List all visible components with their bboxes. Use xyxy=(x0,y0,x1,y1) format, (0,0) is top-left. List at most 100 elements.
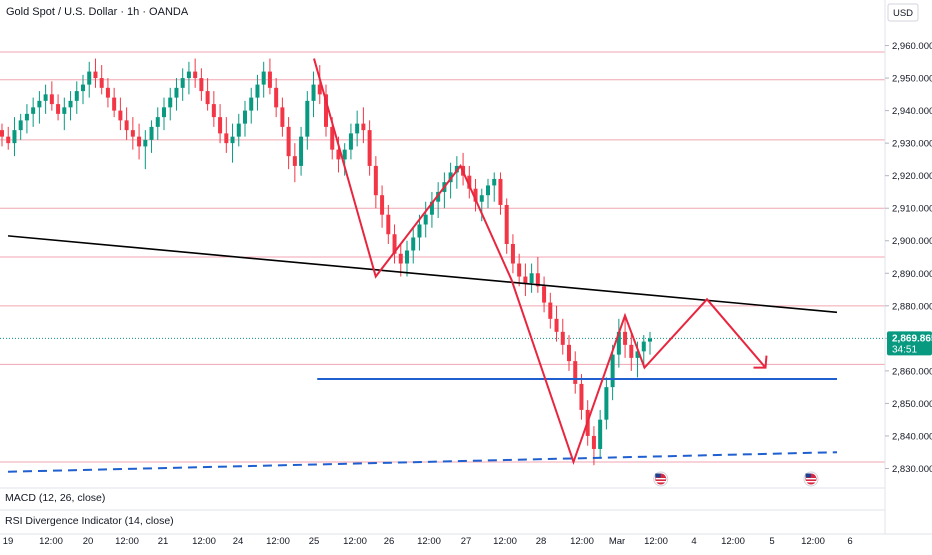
macd-label[interactable]: MACD (12, 26, close) xyxy=(5,492,105,504)
price-tick: 2,950.000 xyxy=(892,74,932,85)
candle xyxy=(398,244,403,277)
candle xyxy=(87,61,92,98)
time-label: 12:00 xyxy=(493,536,517,547)
candle xyxy=(0,123,4,147)
time-axis: 19 12:00 20 12:00 21 12:00 24 12:00 25 12:00 26 12:… xyxy=(3,536,853,547)
candle xyxy=(367,120,372,176)
time-label: 19 xyxy=(3,536,14,547)
candle xyxy=(380,185,385,228)
time-label: Mar xyxy=(609,536,625,547)
time-label: 4 xyxy=(691,536,696,547)
candle xyxy=(162,97,166,131)
candle xyxy=(174,78,179,111)
candle xyxy=(43,84,48,114)
candle xyxy=(118,97,123,131)
candle xyxy=(6,126,11,150)
candle xyxy=(211,91,216,127)
candle xyxy=(542,276,547,313)
candle xyxy=(423,201,428,238)
rsi-label[interactable]: RSI Divergence Indicator (14, close) xyxy=(5,515,174,527)
candle xyxy=(280,97,285,137)
candle xyxy=(411,227,416,264)
current-price-value: 2,869.865 xyxy=(892,333,932,344)
price-tick: 2,830.000 xyxy=(892,464,932,475)
candle xyxy=(510,234,515,274)
candle xyxy=(373,156,378,209)
countdown-timer: 34:51 xyxy=(892,344,917,355)
time-label: 20 xyxy=(83,536,94,547)
candle xyxy=(261,61,266,98)
candle xyxy=(18,113,23,140)
time-label: 12:00 xyxy=(644,536,668,547)
candle xyxy=(286,117,291,170)
price-tick: 2,930.000 xyxy=(892,139,932,150)
time-label: 12:00 xyxy=(721,536,745,547)
candle xyxy=(112,87,117,118)
price-tick: 2,890.000 xyxy=(892,269,932,280)
candle xyxy=(81,74,85,105)
time-label: 6 xyxy=(847,536,852,547)
candle xyxy=(517,253,522,287)
time-label: 12:00 xyxy=(266,536,290,547)
candle xyxy=(31,97,36,127)
symbol-title: Gold Spot / U.S. Dollar · 1h · OANDA xyxy=(6,6,189,18)
candles xyxy=(0,58,652,466)
candle xyxy=(616,318,621,368)
candle xyxy=(629,331,634,371)
candle xyxy=(361,107,366,144)
candle xyxy=(305,91,310,150)
time-label: 21 xyxy=(158,536,169,547)
candle xyxy=(74,81,79,114)
candle xyxy=(486,178,490,209)
candle xyxy=(579,374,584,420)
time-label: 5 xyxy=(769,536,774,547)
candle xyxy=(348,123,353,160)
candle xyxy=(37,91,42,124)
event-markers xyxy=(653,471,819,487)
horizontal-levels xyxy=(0,51,885,463)
candle xyxy=(436,182,441,218)
candle xyxy=(405,240,409,277)
candle xyxy=(641,335,646,368)
price-tick: 2,920.000 xyxy=(892,171,932,182)
candle xyxy=(535,257,540,293)
candle xyxy=(186,61,191,95)
candle xyxy=(230,123,235,163)
time-label: 12:00 xyxy=(417,536,441,547)
time-label: 25 xyxy=(309,536,320,547)
time-label: 12:00 xyxy=(801,536,825,547)
candle xyxy=(274,78,279,118)
candle xyxy=(598,409,603,459)
candle xyxy=(292,143,297,183)
descending-trendline[interactable] xyxy=(7,235,838,314)
price-tick: 2,940.000 xyxy=(892,106,932,117)
projection-arrowhead xyxy=(753,355,768,369)
candle xyxy=(49,81,54,111)
candle xyxy=(105,78,110,108)
candle xyxy=(554,305,559,342)
candle xyxy=(573,351,578,394)
us-flag-icon[interactable] xyxy=(653,471,669,487)
candle xyxy=(12,117,17,157)
time-label: 26 xyxy=(384,536,395,547)
candle xyxy=(99,65,104,95)
time-label: 12:00 xyxy=(570,536,594,547)
candle xyxy=(560,318,565,355)
price-tick: 2,960.000 xyxy=(892,41,932,52)
us-flag-icon[interactable] xyxy=(803,471,819,487)
candle xyxy=(299,126,304,176)
candle xyxy=(137,123,142,160)
candle xyxy=(317,65,322,105)
rising-support-line[interactable] xyxy=(7,451,838,473)
currency-box[interactable] xyxy=(887,3,919,22)
candle xyxy=(504,198,509,254)
zigzag-projection[interactable] xyxy=(313,58,767,466)
candle xyxy=(467,165,472,199)
candle xyxy=(492,172,497,202)
time-label: 12:00 xyxy=(115,536,139,547)
candle xyxy=(218,104,223,144)
candle xyxy=(255,74,260,111)
candle xyxy=(473,178,478,212)
candle xyxy=(648,331,652,355)
